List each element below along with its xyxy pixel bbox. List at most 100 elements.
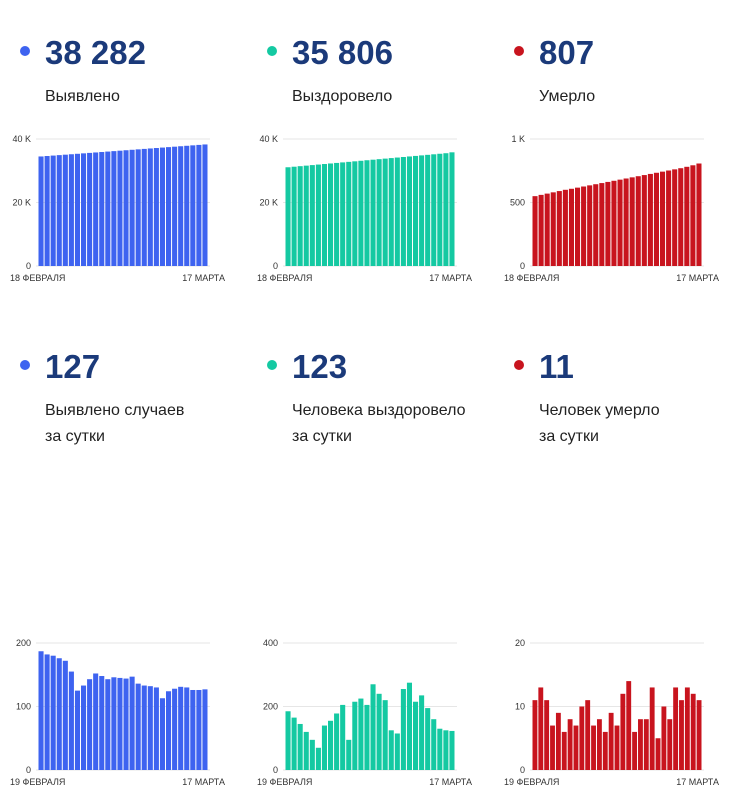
bar (602, 731, 608, 770)
x-end-label: 17 МАРТА (182, 273, 225, 283)
bar (567, 719, 573, 770)
bar (147, 148, 153, 266)
bar (358, 160, 364, 266)
stat-panel: 11 Человек умерло за сутки 0 10 20 19 ФЕВРАЛЯ 1… (494, 314, 734, 787)
bar (655, 738, 661, 770)
bar (568, 188, 574, 266)
bar (38, 156, 44, 266)
bar (660, 171, 666, 266)
y-tick-label: 500 (510, 198, 525, 208)
bar (661, 706, 667, 770)
stat-number: 127 (45, 348, 101, 385)
bar (556, 191, 562, 266)
bar (62, 660, 68, 770)
bar (346, 739, 352, 770)
bar (38, 651, 44, 770)
bar (321, 164, 327, 266)
bar (400, 157, 406, 266)
x-end-label: 17 МАРТА (429, 777, 472, 787)
bar (437, 728, 443, 770)
bar (50, 155, 56, 266)
stat-label: Человека выздоровело (292, 402, 466, 419)
bar (561, 731, 567, 770)
stat-number: 38 282 (45, 34, 146, 71)
x-start-label: 19 ФЕВРАЛЯ (257, 777, 312, 787)
bar (575, 187, 581, 266)
bar (376, 693, 382, 770)
x-start-label: 19 ФЕВРАЛЯ (10, 777, 65, 787)
bar (573, 725, 579, 770)
bar (684, 687, 690, 770)
bar (370, 684, 376, 770)
bar (50, 655, 56, 770)
bar (309, 739, 315, 770)
bar (111, 677, 117, 770)
bar (431, 154, 437, 266)
bar (297, 166, 303, 266)
bar-chart: 0 20 K 40 K 18 ФЕВРАЛЯ 17 МАРТА (257, 134, 472, 283)
bar (56, 658, 62, 770)
bar (690, 165, 696, 266)
bar (449, 152, 455, 266)
bar (413, 155, 419, 266)
bar (585, 700, 591, 770)
stat-panel: 127 Выявлено случаев за сутки 0 100 200 19 ФЕВ… (0, 314, 240, 787)
bar (620, 693, 626, 770)
bar (643, 719, 649, 770)
bar (309, 165, 315, 266)
bar (591, 725, 596, 770)
y-tick-label: 40 K (12, 134, 31, 144)
bar (44, 654, 50, 770)
stat-label: Выявлено случаев (45, 402, 185, 419)
stat-label: Выявлено (45, 88, 120, 105)
bar (166, 147, 172, 266)
x-start-label: 18 ФЕВРАЛЯ (257, 273, 312, 283)
bar (141, 148, 147, 266)
bar (291, 166, 297, 266)
bar (303, 731, 309, 770)
bar (358, 698, 364, 770)
bar (153, 687, 159, 770)
bar (44, 156, 50, 266)
bar (364, 704, 370, 770)
bar (641, 175, 647, 266)
bar (696, 700, 702, 770)
bar (666, 170, 672, 266)
legend-dot-icon (267, 360, 277, 370)
y-tick-label: 10 (515, 702, 525, 712)
y-tick-label: 40 K (259, 134, 278, 144)
bar (635, 176, 641, 266)
bar (74, 690, 80, 770)
bar-chart: 0 20 K 40 K 18 ФЕВРАЛЯ 17 МАРТА (10, 134, 225, 283)
bar (443, 730, 449, 770)
stat-panel: 35 806 Выздоровело 0 20 K 40 K 18 ФЕВРАЛЯ 17 М… (247, 0, 487, 314)
bar (178, 686, 184, 770)
bar (382, 700, 388, 770)
bar (550, 192, 556, 266)
legend-dot-icon (20, 46, 30, 56)
bar (105, 679, 111, 770)
bar-chart: 0 500 1 K 18 ФЕВРАЛЯ 17 МАРТА (504, 134, 719, 283)
bar (596, 719, 602, 770)
y-tick-label: 0 (520, 261, 525, 271)
bar (93, 152, 99, 266)
bar (141, 685, 147, 770)
stat-label: за сутки (539, 428, 599, 445)
bar (538, 687, 544, 770)
x-end-label: 17 МАРТА (182, 777, 225, 787)
stat-number: 35 806 (292, 34, 393, 71)
bar (202, 144, 208, 266)
bar (196, 144, 202, 266)
bar (550, 725, 555, 770)
bar (587, 185, 593, 266)
bar (87, 152, 93, 266)
y-tick-label: 20 (515, 638, 525, 648)
bar (334, 713, 340, 770)
bar (297, 723, 303, 770)
bar-chart: 0 100 200 19 ФЕВРАЛЯ 17 МАРТА (10, 638, 225, 787)
bar (406, 682, 412, 770)
bar (593, 184, 599, 266)
bar (696, 163, 702, 266)
bar (105, 151, 111, 266)
bar (394, 157, 400, 266)
